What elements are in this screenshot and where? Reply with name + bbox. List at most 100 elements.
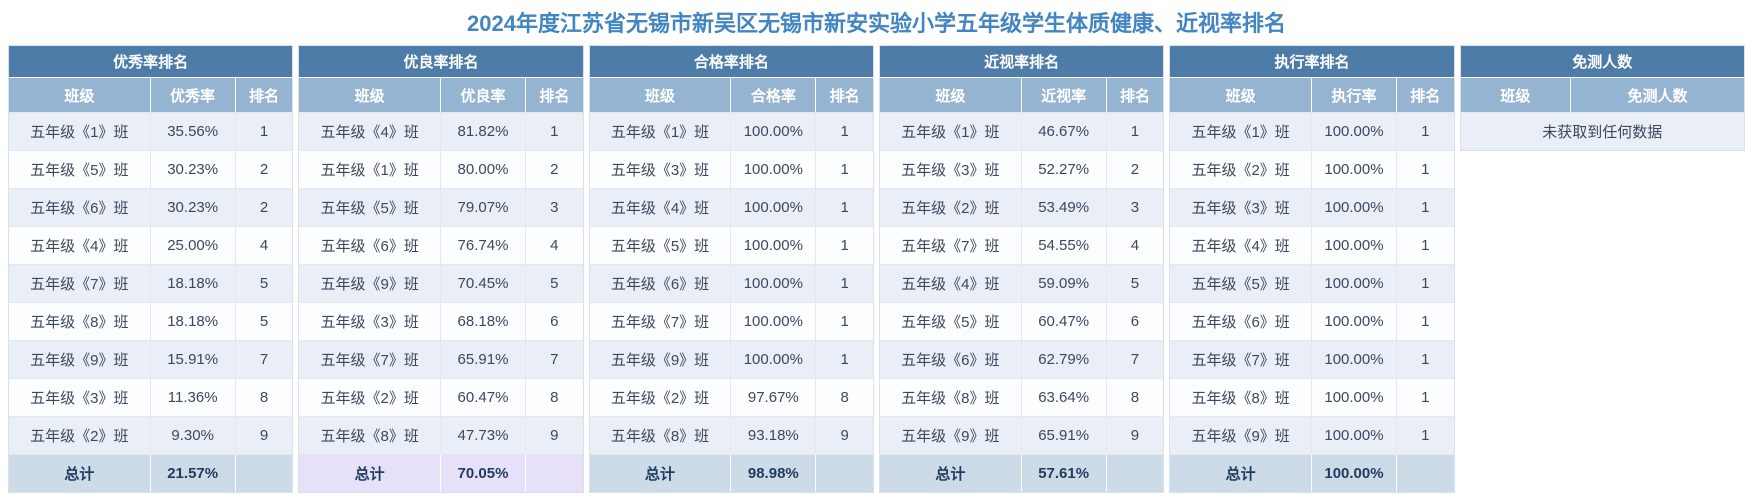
- class-cell: 五年级《8》班: [299, 416, 441, 454]
- total-rank: [235, 454, 293, 492]
- rank-cell: 7: [235, 340, 293, 378]
- table-row: 五年级《5》班 100.00% 1: [1170, 264, 1454, 302]
- table-row: 五年级《9》班 100.00% 1: [1170, 416, 1454, 454]
- rank-cell: 4: [1106, 226, 1164, 264]
- total-label: 总计: [589, 454, 732, 492]
- rank-cell: 7: [1106, 340, 1164, 378]
- value-cell: 63.64%: [1021, 378, 1107, 416]
- rank-cell: 1: [1396, 378, 1454, 416]
- value-cell: 18.18%: [150, 302, 236, 340]
- table-row: 五年级《6》班 30.23% 2: [9, 188, 293, 226]
- total-row: 总计 98.98%: [589, 454, 873, 492]
- class-cell: 五年级《2》班: [9, 416, 151, 454]
- value-cell: 15.91%: [150, 340, 236, 378]
- table-row: 五年级《7》班 100.00% 1: [589, 302, 873, 340]
- table-row: 五年级《6》班 76.74% 4: [299, 226, 583, 264]
- rank-cell: 8: [235, 378, 293, 416]
- value-cell: 100.00%: [731, 302, 817, 340]
- class-cell: 五年级《8》班: [589, 416, 732, 454]
- table-row: 五年级《4》班 100.00% 1: [589, 188, 873, 226]
- class-cell: 五年级《5》班: [9, 150, 151, 188]
- table-row: 五年级《3》班 100.00% 1: [589, 150, 873, 188]
- total-value: 57.61%: [1021, 454, 1107, 492]
- column-header: 排名: [1106, 78, 1164, 112]
- value-cell: 54.55%: [1021, 226, 1107, 264]
- column-header: 班级: [9, 78, 151, 112]
- table-row: 五年级《2》班 9.30% 9: [9, 416, 293, 454]
- class-cell: 五年级《3》班: [879, 150, 1022, 188]
- class-cell: 五年级《6》班: [1170, 302, 1312, 340]
- column-header: 班级: [879, 78, 1022, 112]
- class-cell: 五年级《5》班: [879, 302, 1022, 340]
- total-row: 总计 70.05%: [299, 454, 583, 492]
- value-cell: 68.18%: [441, 302, 526, 340]
- class-cell: 五年级《1》班: [9, 112, 151, 150]
- total-value: 70.05%: [441, 454, 526, 492]
- class-cell: 五年级《4》班: [879, 264, 1022, 302]
- rank-cell: 3: [525, 188, 583, 226]
- rank-cell: 1: [1106, 112, 1164, 150]
- class-cell: 五年级《3》班: [589, 150, 732, 188]
- rank-cell: 5: [1106, 264, 1164, 302]
- class-cell: 五年级《4》班: [589, 188, 732, 226]
- value-cell: 100.00%: [1311, 378, 1397, 416]
- class-cell: 五年级《1》班: [589, 112, 732, 150]
- class-cell: 五年级《4》班: [299, 112, 441, 150]
- class-cell: 五年级《7》班: [9, 264, 151, 302]
- table-row: 五年级《7》班 54.55% 4: [879, 226, 1164, 264]
- class-cell: 五年级《9》班: [299, 264, 441, 302]
- total-label: 总计: [879, 454, 1022, 492]
- rank-cell: 1: [816, 226, 873, 264]
- rank-cell: 2: [1106, 150, 1164, 188]
- table-pass-rate: 合格率排名 班级 合格率 排名 五年级《1》班 100.00% 1 五年级《3》班 100.00…: [588, 45, 874, 493]
- class-cell: 五年级《1》班: [299, 150, 441, 188]
- table-excellent-rate: 优秀率排名 班级 优秀率 排名 五年级《1》班 35.56% 1 五年级《5》班 30.23% 2…: [8, 45, 294, 493]
- table-row: 五年级《6》班 100.00% 1: [589, 264, 873, 302]
- class-cell: 五年级《2》班: [299, 378, 441, 416]
- table-row: 五年级《8》班 93.18% 9: [589, 416, 873, 454]
- value-cell: 70.45%: [441, 264, 526, 302]
- rank-cell: 1: [816, 340, 873, 378]
- class-cell: 五年级《4》班: [1170, 226, 1312, 264]
- class-cell: 五年级《6》班: [589, 264, 732, 302]
- rank-cell: 1: [1396, 188, 1454, 226]
- value-cell: 100.00%: [1311, 340, 1397, 378]
- tables-row: 优秀率排名 班级 优秀率 排名 五年级《1》班 35.56% 1 五年级《5》班 30.23% 2…: [0, 45, 1753, 493]
- class-cell: 五年级《3》班: [9, 378, 151, 416]
- value-cell: 11.36%: [150, 378, 236, 416]
- rank-cell: 2: [235, 188, 293, 226]
- class-cell: 五年级《5》班: [299, 188, 441, 226]
- table-title: 执行率排名: [1170, 46, 1454, 78]
- value-cell: 100.00%: [1311, 150, 1397, 188]
- no-data-row: 未获取到任何数据: [1460, 112, 1744, 150]
- value-cell: 100.00%: [731, 150, 817, 188]
- value-cell: 60.47%: [1021, 302, 1107, 340]
- value-cell: 59.09%: [1021, 264, 1107, 302]
- column-header: 班级: [1170, 78, 1312, 112]
- table-row: 五年级《3》班 52.27% 2: [879, 150, 1164, 188]
- rank-cell: 2: [235, 150, 293, 188]
- value-cell: 100.00%: [1311, 226, 1397, 264]
- class-cell: 五年级《2》班: [879, 188, 1022, 226]
- column-header: 班级: [1460, 78, 1572, 112]
- table-row: 五年级《9》班 15.91% 7: [9, 340, 293, 378]
- value-cell: 79.07%: [441, 188, 526, 226]
- total-rank: [816, 454, 873, 492]
- value-cell: 9.30%: [150, 416, 236, 454]
- table-row: 五年级《3》班 100.00% 1: [1170, 188, 1454, 226]
- rank-cell: 9: [525, 416, 583, 454]
- class-cell: 五年级《7》班: [589, 302, 732, 340]
- class-cell: 五年级《6》班: [299, 226, 441, 264]
- column-header: 班级: [299, 78, 441, 112]
- rank-cell: 8: [525, 378, 583, 416]
- class-cell: 五年级《3》班: [299, 302, 441, 340]
- table-row: 五年级《2》班 53.49% 3: [879, 188, 1164, 226]
- column-header: 优良率: [441, 78, 526, 112]
- rank-cell: 6: [525, 302, 583, 340]
- table-row: 五年级《7》班 65.91% 7: [299, 340, 583, 378]
- total-label: 总计: [299, 454, 441, 492]
- class-cell: 五年级《6》班: [879, 340, 1022, 378]
- total-label: 总计: [1170, 454, 1312, 492]
- table-row: 五年级《6》班 100.00% 1: [1170, 302, 1454, 340]
- table-row: 五年级《1》班 100.00% 1: [1170, 112, 1454, 150]
